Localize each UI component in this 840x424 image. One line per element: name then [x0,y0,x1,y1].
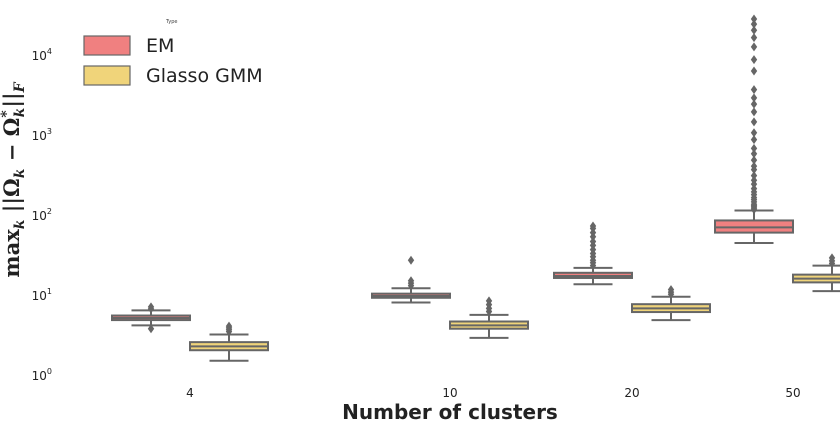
x-tick-label: 20 [624,386,639,400]
x-axis: 4 10 20 50 [186,386,800,400]
box-em-50 [714,14,794,244]
legend-entry: Glasso GMM [146,65,263,87]
outlier-point [750,93,758,103]
y-tick-label: 100 [32,367,52,383]
outlier-point [750,42,758,52]
legend-swatch [83,65,131,86]
legend-title: Type [165,19,177,25]
outlier-point [750,99,758,109]
outlier-point [589,237,597,247]
y-axis: 100 101 102 103 104 [32,47,52,383]
outlier-point [407,255,415,265]
y-tick-label: 104 [32,47,52,63]
outlier-point [828,253,836,263]
outlier-point [750,66,758,76]
outlier-point [750,107,758,117]
x-tick-label: 10 [442,386,457,400]
plot-area [111,14,840,362]
x-axis-label: Number of clusters [342,400,558,424]
outlier-point [750,155,758,165]
outlier-point [750,33,758,43]
box-em-4 [111,302,191,334]
y-tick-label: 102 [32,207,52,223]
legend-swatch [83,35,131,56]
legend-entry: EM [146,35,174,57]
outlier-point [667,285,675,295]
box-glasso-gmm-10 [449,296,529,339]
outlier-point [485,296,493,306]
box-em-20 [553,221,633,286]
outlier-point [147,302,155,312]
y-tick-label: 103 [32,127,52,143]
x-tick-label: 50 [785,386,800,400]
x-tick-label: 4 [186,386,194,400]
outlier-point [750,85,758,95]
box-em-10 [371,255,451,304]
box-glasso-gmm-20 [631,285,711,322]
outlier-point [750,171,758,181]
outlier-point [750,135,758,145]
outlier-point [750,19,758,29]
box-glasso-gmm-4 [189,321,269,362]
y-axis-label: maxk ||Ωk − Ω*k||F [0,81,28,277]
outlier-point [750,149,758,159]
legend: Type EM Glasso GMM [83,19,263,87]
outlier-point [750,128,758,138]
outlier-point [750,25,758,35]
outlier-point [750,55,758,65]
box-glasso-gmm-50 [792,253,840,293]
outlier-point [225,321,233,331]
outlier-point [750,161,758,171]
outlier-point [750,14,758,24]
outlier-point [750,175,758,185]
outlier-point [147,324,155,334]
outlier-point [750,143,758,153]
y-tick-label: 101 [32,287,52,303]
outlier-point [750,117,758,127]
outlier-point [407,276,415,286]
outlier-point [589,221,597,231]
